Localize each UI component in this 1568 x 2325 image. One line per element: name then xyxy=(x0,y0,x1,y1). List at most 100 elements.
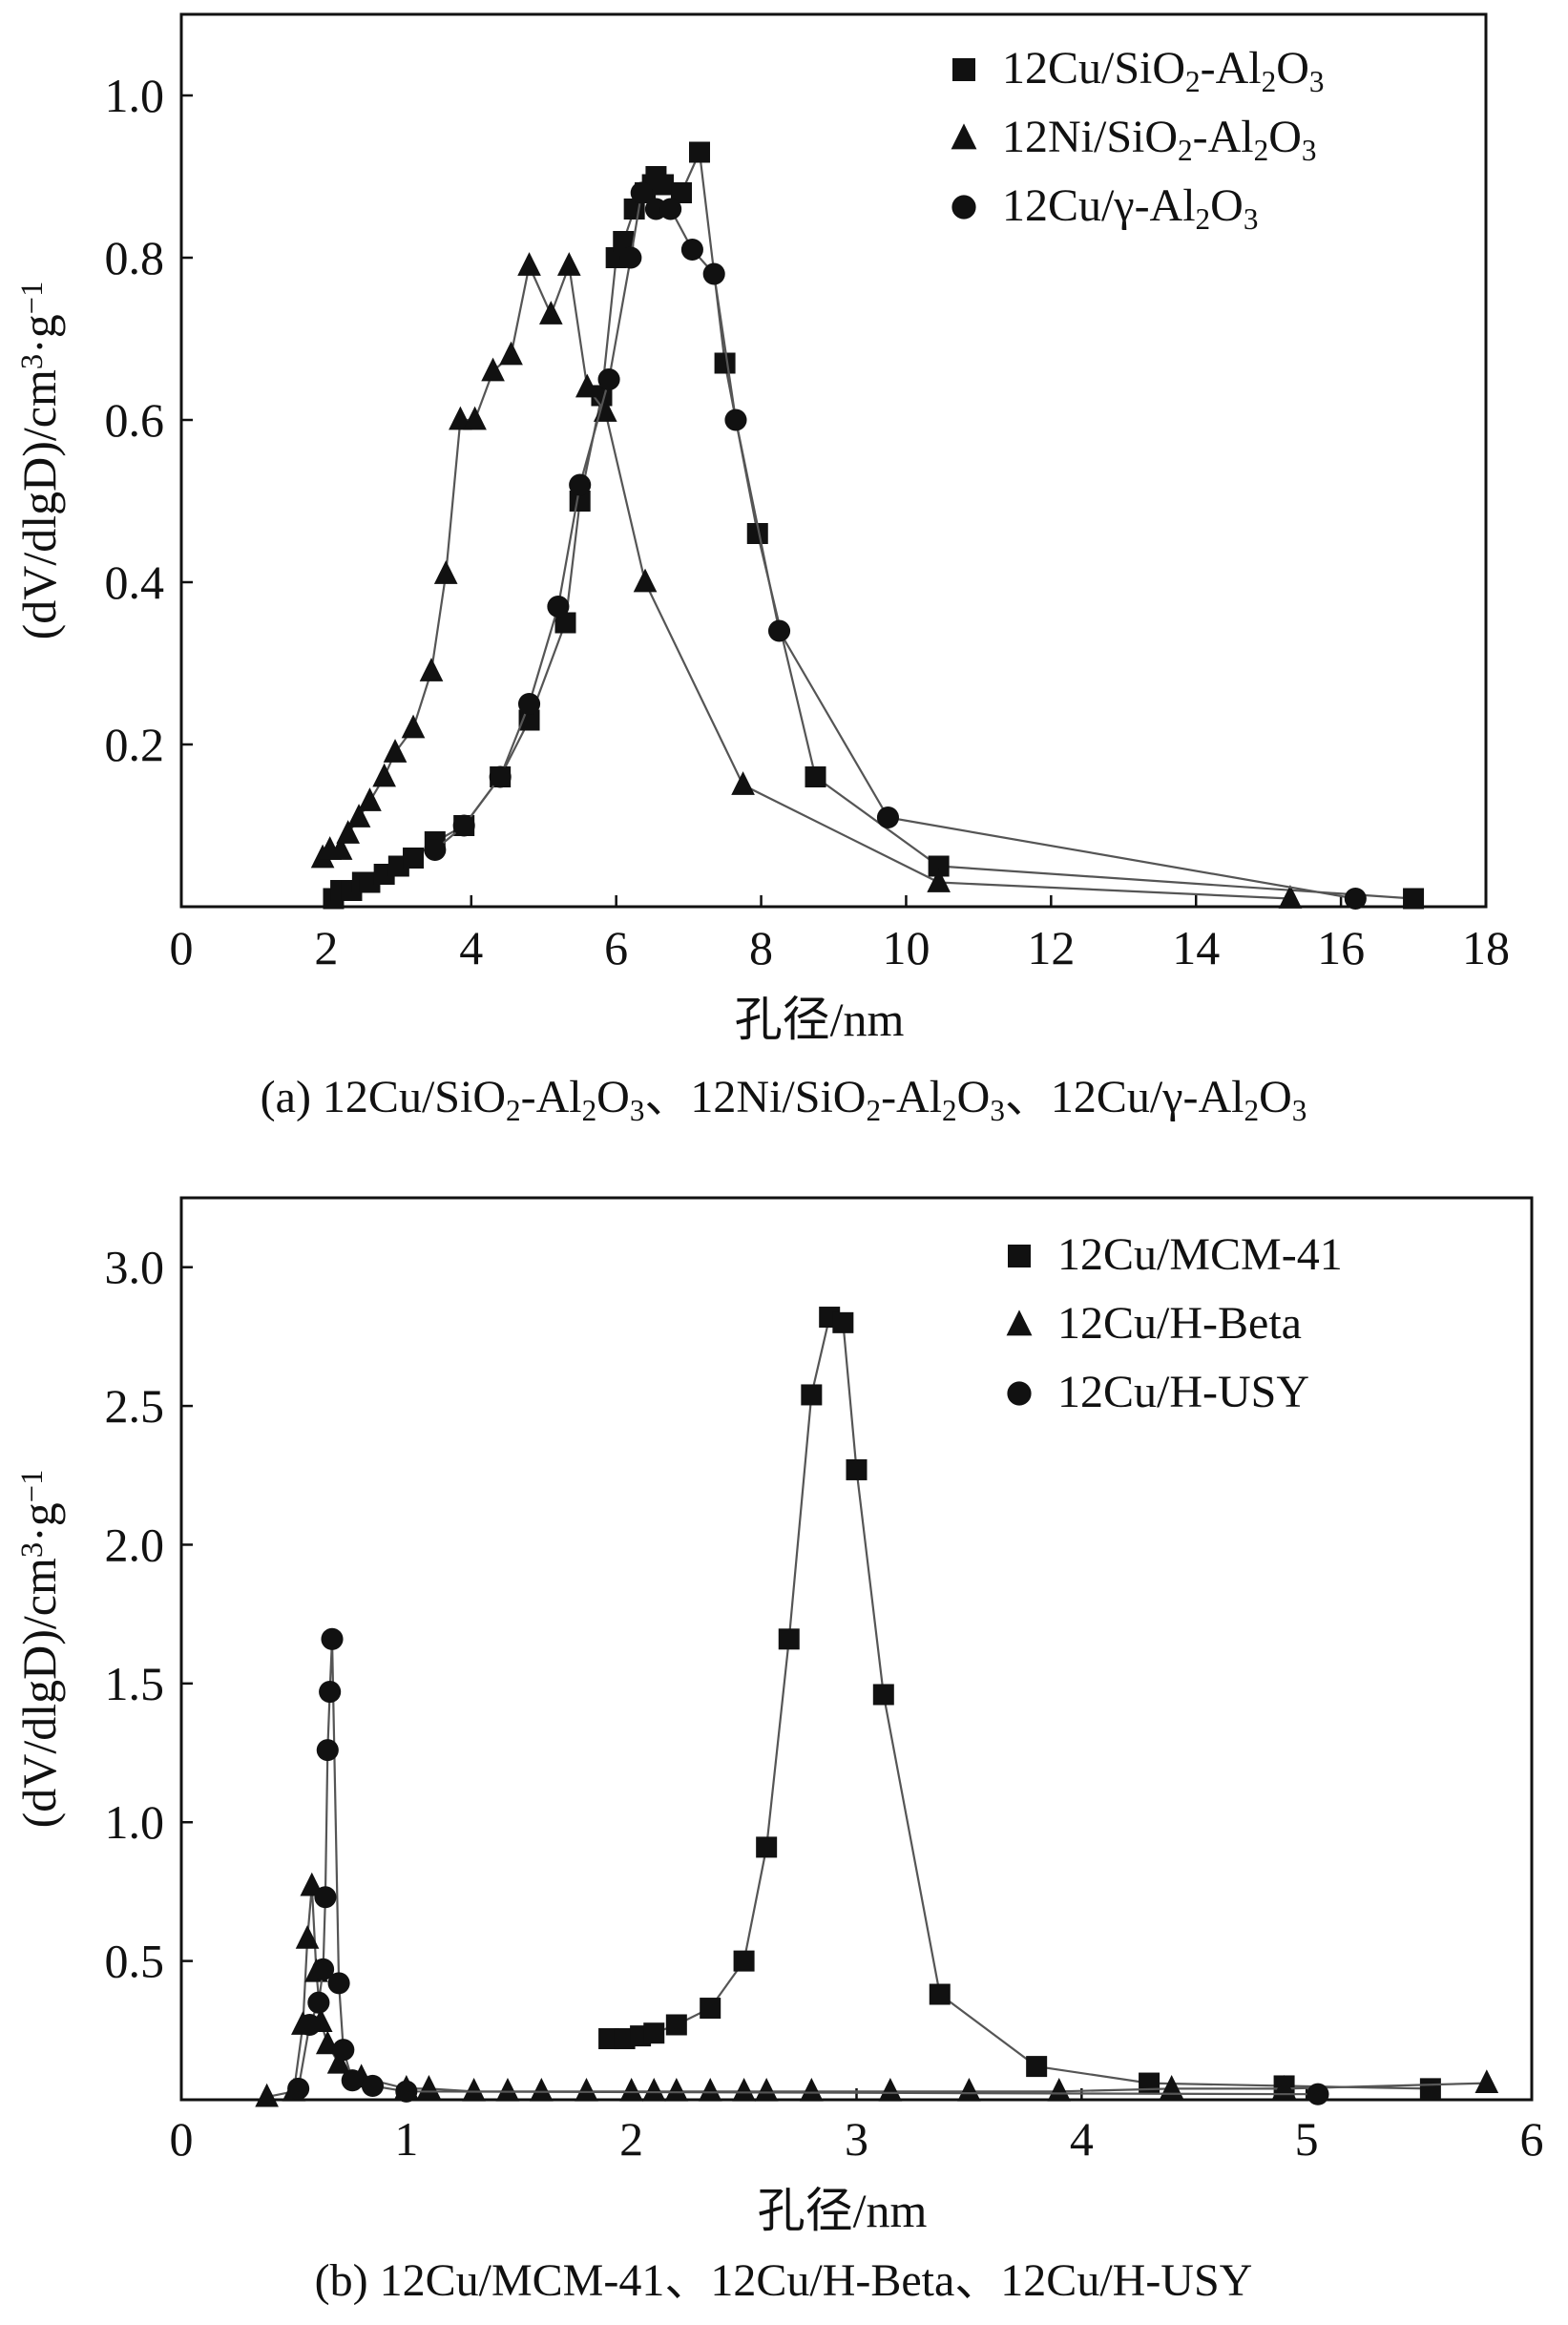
data-point-triangle xyxy=(1278,885,1303,909)
text-run: 2 xyxy=(866,1094,881,1127)
series-line xyxy=(266,1886,1487,2099)
data-point-square xyxy=(665,2014,687,2036)
data-point-square xyxy=(653,174,675,196)
x-tick-label: 4 xyxy=(459,921,483,974)
plot-frame xyxy=(179,12,1488,909)
text-run: ·g xyxy=(12,314,66,354)
text-run: O xyxy=(1210,180,1244,231)
x-tick-label: 2 xyxy=(314,921,338,974)
text-run: O xyxy=(596,1072,630,1122)
text-run: 12Ni/SiO xyxy=(1002,112,1178,162)
data-point-triangle xyxy=(575,373,599,398)
y-axis-title: (dV/dlgD)/cm3·g−1 xyxy=(12,1470,66,1829)
text-run: 2 xyxy=(1244,1094,1259,1127)
series-3 xyxy=(287,1627,1329,2105)
legend-marker-circle xyxy=(1007,1381,1032,1406)
data-point-circle xyxy=(547,595,570,618)
data-point-triangle xyxy=(732,2077,756,2102)
text-run: 2 xyxy=(506,1094,521,1127)
data-point-square xyxy=(872,1684,894,1706)
data-point-square xyxy=(846,1458,868,1480)
text-run: 2 xyxy=(1254,134,1269,167)
data-point-triangle xyxy=(538,301,563,325)
data-point-circle xyxy=(569,473,592,496)
data-point-circle xyxy=(287,2077,310,2100)
data-point-triangle xyxy=(633,568,658,593)
text-run: -Al xyxy=(1193,112,1254,162)
data-point-square xyxy=(929,1983,951,2005)
y-tick-label: 0.5 xyxy=(105,1935,165,1988)
text-run: O xyxy=(957,1072,991,1122)
text-run: 12Cu/MCM-41 xyxy=(1057,1229,1343,1280)
data-point-square xyxy=(714,352,736,374)
y-axis-title: (dV/dlgD)/cm3·g−1 xyxy=(12,282,66,640)
data-point-triangle xyxy=(1047,2077,1072,2102)
data-point-circle xyxy=(307,1991,330,2014)
data-point-circle xyxy=(680,238,703,262)
data-point-square xyxy=(598,2028,620,2050)
data-point-triangle xyxy=(255,2083,279,2107)
text-run: -Al xyxy=(1201,43,1262,94)
text-run: 3 xyxy=(1244,202,1259,236)
x-axis-title: 孔径/nm xyxy=(758,2184,928,2237)
text-run: 12Cu/γ-Al xyxy=(1002,180,1196,231)
y-tick-label: 0.4 xyxy=(105,555,165,609)
figure-caption: (b) 12Cu/MCM-41、12Cu/H-Beta、12Cu/H-USY xyxy=(315,2255,1253,2306)
legend-label: 12Ni/SiO2-Al2O3 xyxy=(1002,112,1316,167)
text-run: 、12Ni/SiO xyxy=(644,1072,866,1122)
x-tick-label: 6 xyxy=(1520,2112,1544,2166)
data-point-circle xyxy=(489,765,512,788)
data-point-triangle xyxy=(326,2049,351,2074)
data-point-circle xyxy=(298,2013,321,2037)
x-tick-label: 16 xyxy=(1317,921,1365,974)
data-point-circle xyxy=(876,806,900,829)
text-run: −1 xyxy=(15,1470,50,1503)
data-point-circle xyxy=(597,367,620,391)
data-point-triangle xyxy=(1160,2075,1183,2099)
text-run: (dV/dlgD)/cm xyxy=(12,369,66,639)
data-point-circle xyxy=(361,2074,385,2098)
legend-label: 12Cu/MCM-41 xyxy=(1057,1229,1343,1280)
text-run: 3 xyxy=(990,1094,1005,1127)
series-3 xyxy=(424,181,1367,911)
data-point-triangle xyxy=(336,820,360,844)
data-point-square xyxy=(756,1836,778,1858)
data-point-circle xyxy=(724,408,747,431)
x-tick-label: 5 xyxy=(1295,2112,1319,2166)
data-point-circle xyxy=(312,1958,335,1980)
series-line xyxy=(297,1639,1319,2096)
data-point-circle xyxy=(424,838,447,862)
y-tick-label: 0.8 xyxy=(105,231,165,284)
x-tick-label: 6 xyxy=(604,921,628,974)
y-tick-label: 3.0 xyxy=(105,1241,165,1294)
data-point-square xyxy=(554,612,576,634)
data-point-square xyxy=(643,2022,665,2044)
data-point-circle xyxy=(767,619,791,642)
data-point-triangle xyxy=(575,2077,598,2102)
y-tick-label: 1.0 xyxy=(105,1795,165,1849)
y-tick-label: 1.0 xyxy=(105,69,165,122)
data-point-circle xyxy=(1344,887,1367,911)
data-point-triangle xyxy=(328,836,353,860)
text-run: -Al xyxy=(881,1072,942,1122)
y-tick-label: 2.0 xyxy=(105,1518,165,1571)
x-tick-label: 14 xyxy=(1172,921,1220,974)
data-point-triangle xyxy=(641,2077,666,2102)
legend-label: 12Cu/SiO2-Al2O3 xyxy=(1002,43,1324,98)
data-point-circle xyxy=(319,1681,342,1704)
data-point-square xyxy=(778,1628,800,1650)
series-2 xyxy=(310,252,1303,909)
series-line xyxy=(609,1315,1431,2090)
data-point-triangle xyxy=(1474,2069,1499,2093)
data-point-circle xyxy=(659,198,682,220)
text-run: 2 xyxy=(1185,65,1201,98)
series-1 xyxy=(323,141,1425,910)
data-point-triangle xyxy=(419,658,444,681)
data-point-circle xyxy=(517,692,541,716)
text-run: O xyxy=(1259,1072,1292,1122)
data-point-circle xyxy=(314,1886,337,1909)
x-tick-label: 18 xyxy=(1462,921,1510,974)
x-tick-label: 0 xyxy=(170,921,194,974)
data-point-square xyxy=(832,1311,854,1333)
text-run: 2 xyxy=(1178,134,1193,167)
